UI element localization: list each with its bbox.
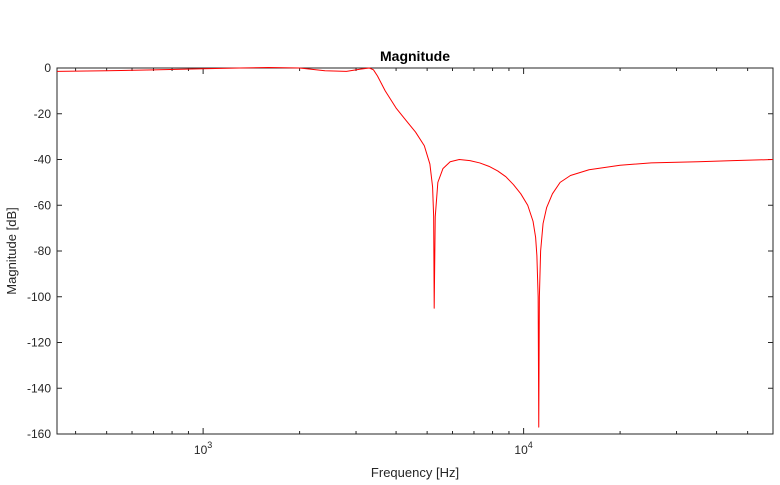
y-tick-label: 0 — [44, 61, 51, 75]
y-tick-label: -160 — [27, 427, 51, 441]
y-tick-label: -120 — [27, 336, 51, 350]
y-tick-label: -60 — [34, 198, 52, 212]
x-axis-title: Frequency [Hz] — [371, 465, 459, 480]
y-tick-label: -20 — [34, 107, 52, 121]
plot-area — [56, 67, 774, 435]
y-axis-ticks: 0 -20 -40 -60 -80 -100 -120 -140 -160 — [27, 61, 773, 441]
y-tick-label: -40 — [34, 153, 52, 167]
series-layer — [56, 67, 774, 428]
y-axis-title: Magnitude [dB] — [4, 207, 19, 294]
x-tick-label: 103 — [194, 440, 212, 457]
y-tick-label: -100 — [27, 290, 51, 304]
series-line — [56, 67, 774, 428]
chart-title: Magnitude — [380, 48, 450, 64]
y-tick-label: -80 — [34, 244, 52, 258]
x-tick-label: 104 — [514, 440, 532, 457]
y-tick-label: -140 — [27, 381, 51, 395]
